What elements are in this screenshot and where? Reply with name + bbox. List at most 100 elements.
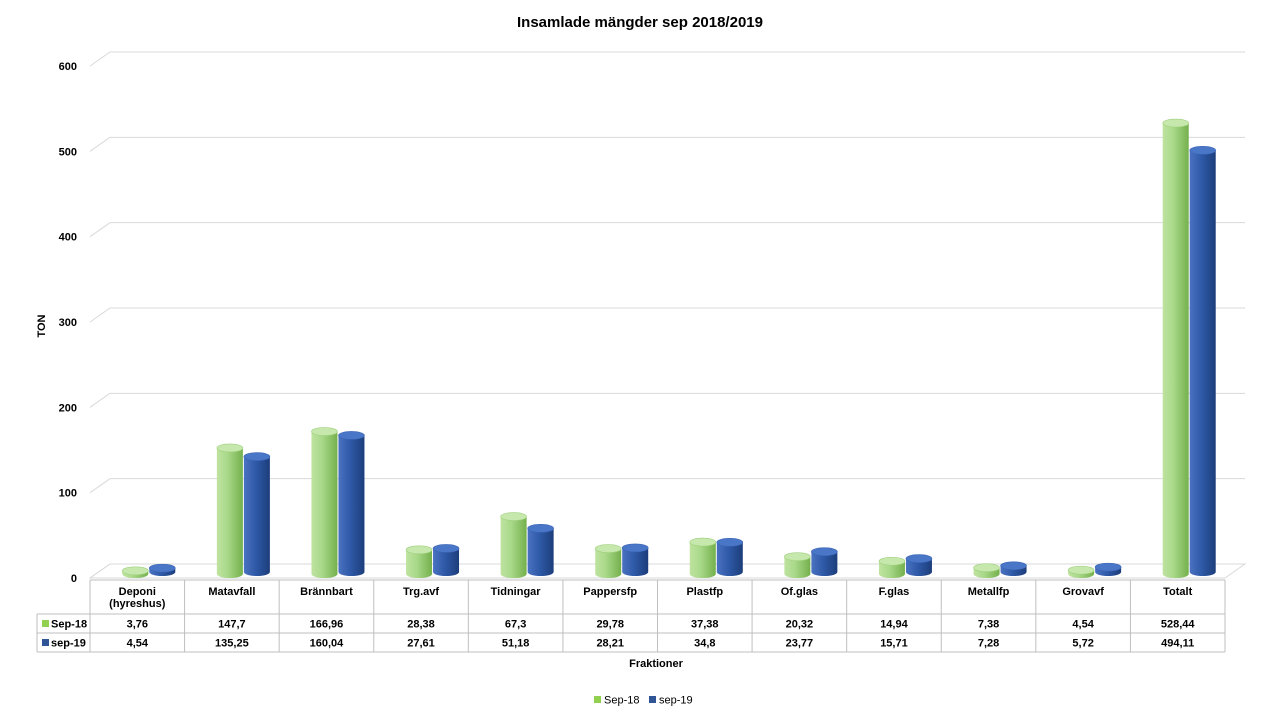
chart-title: Insamlade mängder sep 2018/2019 (517, 14, 763, 31)
bar-top (121, 566, 149, 576)
gridline-depth (89, 307, 111, 323)
y-tick-label: 500 (59, 146, 77, 158)
gridline-depth (89, 222, 111, 238)
table-legend-key (42, 639, 49, 646)
legend-entry: sep-19 (659, 695, 693, 707)
gridline-depth (89, 392, 111, 408)
bar-sep-18-8 (878, 556, 906, 578)
bar-top (500, 512, 527, 521)
floor (88, 563, 1247, 579)
y-tick-label: 300 (59, 317, 77, 329)
bar-top (784, 552, 811, 561)
bar-top (878, 556, 906, 566)
y-tick-label: 100 (59, 488, 77, 500)
bar-top (527, 524, 554, 533)
category-label: Trg.avf (403, 586, 439, 598)
category-label: Deponi (119, 586, 156, 598)
bar-sep-18-0 (121, 566, 149, 578)
bar-top (973, 563, 1000, 573)
bar-top (338, 431, 365, 440)
y-tick-label: 0 (71, 573, 77, 585)
bar-sep-18-5 (594, 544, 622, 578)
bar-sep-19-7 (811, 547, 838, 576)
bar-sep-19-9 (1000, 561, 1027, 576)
legend-key (649, 696, 656, 703)
bars (121, 118, 1217, 578)
bar-sep-18-11 (1162, 118, 1190, 578)
bar-body (905, 558, 932, 576)
category-label: Tidningar (491, 586, 542, 598)
bar-sep-18-9 (973, 563, 1000, 578)
gridlines (88, 51, 1247, 579)
legend: Sep-18 sep-19 (594, 695, 693, 707)
bar-body (878, 561, 905, 578)
bar-body (243, 456, 270, 576)
bar-sep-18-10 (1067, 565, 1095, 578)
gridline-depth (89, 51, 111, 67)
bar-top (621, 543, 649, 553)
bar-sep-18-4 (500, 512, 527, 578)
bar-sep-19-4 (527, 524, 554, 576)
y-tick-label: 400 (59, 232, 77, 244)
y-tick-label: 600 (59, 61, 77, 73)
category-label: Grovavf (1062, 586, 1104, 598)
bar-top (1094, 562, 1122, 572)
bar-top (216, 443, 244, 453)
bar-top (243, 452, 271, 461)
bar-body (784, 556, 811, 578)
bar-sep-19-11 (1189, 146, 1217, 576)
table-value: 135,25 (215, 638, 249, 650)
y-axis-label: TON (36, 314, 48, 337)
legend-key (594, 696, 601, 703)
bar-sep-18-7 (784, 552, 811, 578)
category-label: Metallfp (968, 586, 1010, 598)
table-value: 37,38 (691, 619, 719, 631)
table-value: 29,78 (596, 619, 624, 631)
x-axis-label: Fraktioner (629, 658, 684, 670)
category-label: Matavfall (208, 586, 255, 598)
bar-sep-19-0 (148, 563, 176, 576)
bar-top (1000, 561, 1027, 571)
table-value: 28,21 (596, 638, 624, 650)
table-value: 51,18 (502, 638, 530, 650)
bar-body (433, 548, 460, 576)
category-label: (hyreshus) (109, 598, 166, 610)
table-value: 34,8 (694, 638, 715, 650)
bar-body (1189, 150, 1216, 576)
bar-top (594, 544, 622, 553)
table-value: 147,7 (218, 619, 246, 631)
bar-body (311, 431, 338, 578)
bar-body (811, 551, 838, 576)
bar-top (1067, 565, 1095, 575)
bar-sep-19-1 (243, 452, 271, 576)
bar-body (689, 542, 716, 578)
bar-body (622, 547, 649, 576)
category-label: F.glas (879, 586, 910, 598)
bar-body (338, 435, 365, 576)
bar-top (689, 537, 717, 547)
bar-top (905, 554, 933, 563)
bar-body (716, 542, 743, 576)
table-value: 67,3 (505, 619, 526, 631)
bar-sep-18-1 (216, 443, 244, 578)
bar-sep-18-2 (311, 427, 338, 578)
bar-top (432, 544, 460, 553)
bar-body (1162, 123, 1189, 578)
table-series-name: sep-19 (51, 638, 86, 650)
y-axis: 0 100 200 300 400 500 600 (59, 61, 77, 585)
table-value: 27,61 (407, 638, 435, 650)
bar-sep-19-10 (1094, 562, 1122, 576)
bar-top (811, 547, 838, 557)
y-tick-label: 200 (59, 402, 77, 414)
table-legend-key (42, 620, 49, 627)
table-value: 528,44 (1161, 619, 1196, 631)
bar-sep-19-6 (716, 538, 744, 576)
bar-body (527, 528, 554, 576)
table-value: 3,76 (127, 619, 148, 631)
table-value: 4,54 (127, 638, 149, 650)
gridline-depth (89, 136, 111, 152)
category-label: Brännbart (300, 586, 353, 598)
table-value: 494,11 (1161, 638, 1194, 650)
table-value: 160,04 (310, 638, 345, 650)
